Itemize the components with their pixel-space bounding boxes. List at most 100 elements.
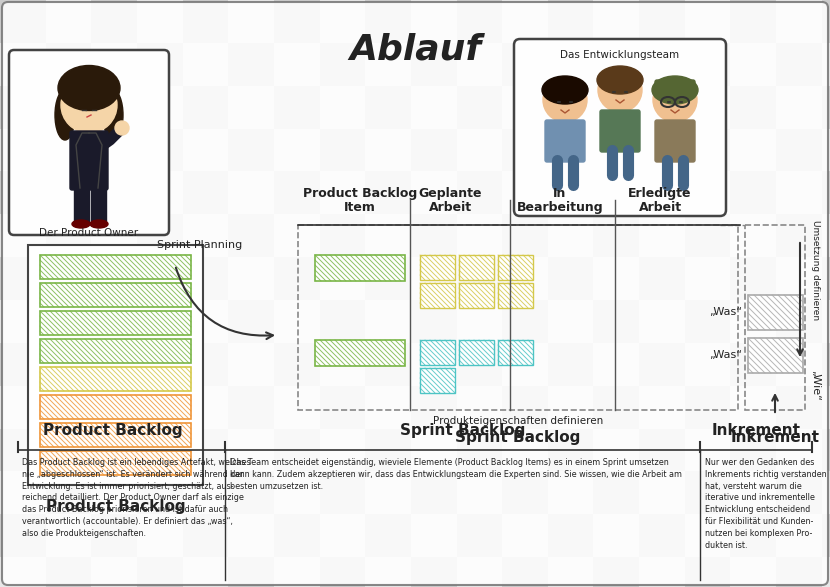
- Bar: [776, 343, 822, 386]
- Bar: [46, 429, 91, 471]
- Text: Umsetzung definieren: Umsetzung definieren: [811, 220, 819, 320]
- Bar: [548, 86, 593, 129]
- Ellipse shape: [55, 90, 75, 140]
- FancyBboxPatch shape: [9, 50, 169, 235]
- Bar: [593, 129, 639, 171]
- Bar: [320, 214, 365, 257]
- Bar: [183, 257, 228, 300]
- FancyBboxPatch shape: [600, 110, 640, 152]
- Bar: [457, 386, 502, 429]
- Bar: [46, 514, 91, 557]
- Bar: [0, 471, 46, 514]
- Bar: [593, 43, 639, 86]
- Bar: [548, 386, 593, 429]
- Bar: [137, 471, 183, 514]
- Bar: [457, 300, 502, 343]
- Bar: [593, 86, 639, 129]
- Bar: [411, 514, 457, 557]
- Ellipse shape: [542, 76, 588, 104]
- Bar: [457, 429, 502, 471]
- Bar: [498, 340, 533, 365]
- Bar: [0, 557, 46, 587]
- Bar: [548, 300, 593, 343]
- Bar: [420, 340, 455, 365]
- Bar: [685, 343, 730, 386]
- Bar: [274, 257, 320, 300]
- Bar: [502, 514, 548, 557]
- Bar: [91, 343, 137, 386]
- Bar: [685, 43, 730, 86]
- Bar: [502, 471, 548, 514]
- Bar: [46, 129, 91, 171]
- Bar: [40, 283, 191, 307]
- Bar: [0, 214, 46, 257]
- Bar: [40, 339, 191, 363]
- Bar: [183, 429, 228, 471]
- Bar: [776, 129, 822, 171]
- Bar: [685, 171, 730, 214]
- Bar: [822, 386, 830, 429]
- Bar: [274, 386, 320, 429]
- Bar: [320, 43, 365, 86]
- Bar: [639, 43, 685, 86]
- Bar: [822, 343, 830, 386]
- Bar: [320, 257, 365, 300]
- Bar: [46, 86, 91, 129]
- Bar: [548, 0, 593, 43]
- Ellipse shape: [58, 66, 120, 110]
- Ellipse shape: [72, 220, 90, 228]
- Bar: [91, 386, 137, 429]
- Bar: [228, 343, 274, 386]
- Text: Der Product Owner: Der Product Owner: [40, 228, 139, 238]
- Bar: [137, 343, 183, 386]
- Bar: [457, 343, 502, 386]
- Bar: [685, 386, 730, 429]
- Bar: [365, 214, 411, 257]
- Bar: [183, 386, 228, 429]
- Bar: [411, 43, 457, 86]
- Bar: [457, 257, 502, 300]
- Bar: [46, 300, 91, 343]
- Bar: [228, 429, 274, 471]
- Bar: [411, 0, 457, 43]
- Text: Das Team entscheidet eigenständig, wieviele Elemente (Product Backlog Items) es : Das Team entscheidet eigenständig, wievi…: [230, 458, 682, 491]
- Bar: [137, 557, 183, 587]
- Bar: [593, 557, 639, 587]
- Bar: [0, 171, 46, 214]
- Bar: [548, 343, 593, 386]
- Bar: [776, 43, 822, 86]
- Bar: [502, 86, 548, 129]
- Bar: [137, 43, 183, 86]
- Bar: [0, 343, 46, 386]
- Bar: [822, 43, 830, 86]
- Bar: [320, 343, 365, 386]
- Bar: [776, 557, 822, 587]
- Bar: [498, 255, 533, 280]
- Bar: [365, 300, 411, 343]
- Text: Inkrement: Inkrement: [711, 423, 800, 438]
- Bar: [457, 557, 502, 587]
- Bar: [411, 343, 457, 386]
- Bar: [183, 300, 228, 343]
- Text: Ablauf: Ablauf: [349, 32, 481, 66]
- Bar: [730, 214, 776, 257]
- Bar: [685, 0, 730, 43]
- Bar: [274, 557, 320, 587]
- Bar: [0, 429, 46, 471]
- Bar: [320, 0, 365, 43]
- Text: Arbeit: Arbeit: [428, 201, 471, 214]
- Bar: [228, 0, 274, 43]
- Bar: [91, 214, 137, 257]
- Bar: [298, 225, 738, 410]
- Bar: [730, 129, 776, 171]
- Bar: [822, 129, 830, 171]
- Bar: [639, 86, 685, 129]
- Ellipse shape: [90, 220, 108, 228]
- Bar: [228, 86, 274, 129]
- Bar: [74, 188, 89, 223]
- Bar: [365, 386, 411, 429]
- Bar: [748, 295, 803, 330]
- Bar: [776, 386, 822, 429]
- Bar: [822, 514, 830, 557]
- Bar: [730, 43, 776, 86]
